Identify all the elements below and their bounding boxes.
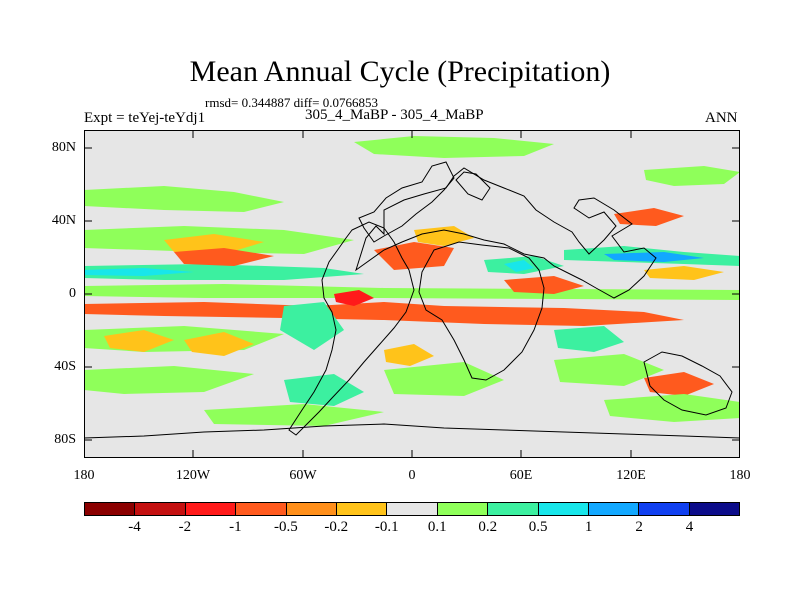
lon-label-180e: 180 <box>729 468 751 483</box>
colorbar-label: -0.2 <box>324 519 349 535</box>
contour-strong-positive-1 <box>84 268 194 276</box>
contour-weak-positive-10 <box>554 354 664 386</box>
season-label: ANN <box>705 110 738 126</box>
contour-weak-negative-1 <box>164 234 264 254</box>
colorbar-label: 2 <box>635 519 643 535</box>
contour-strong-positive-2 <box>504 260 534 272</box>
contour-negative-5 <box>614 208 684 226</box>
contour-fills <box>84 136 740 426</box>
stats-text: rmsd= 0.344887 diff= 0.0766853 <box>205 95 378 110</box>
precipitation-difference-map <box>84 130 740 458</box>
colorbar-label: 0.5 <box>528 519 548 535</box>
colorbar-swatch-6 <box>336 503 388 515</box>
colorbar-swatch-1 <box>85 503 136 515</box>
colorbar-swatch-2 <box>135 503 186 515</box>
colorbar-swatch-7 <box>387 503 438 515</box>
coastline-outline <box>84 161 740 458</box>
colorbar-label: 0.2 <box>478 519 498 535</box>
contour-negative-4 <box>504 276 584 294</box>
contour-weak-positive-8 <box>204 404 384 426</box>
contour-weak-negative-4 <box>104 330 174 352</box>
contour-weak-negative-5 <box>184 332 254 356</box>
contour-strong-negative-1 <box>334 290 374 306</box>
contour-positive-5 <box>284 374 364 406</box>
plot-title: Mean Annual Cycle (Precipitation) <box>189 55 611 88</box>
contour-very-strong-positive-2 <box>604 252 704 262</box>
contour-positive-6 <box>554 326 624 352</box>
colorbar-swatch-12 <box>639 503 690 515</box>
colorbar-swatch-5 <box>286 503 337 515</box>
contour-weak-positive-9 <box>384 362 504 396</box>
colorbar-swatch-11 <box>588 503 640 515</box>
contour-positive-1 <box>84 264 364 280</box>
contour-negative-2 <box>174 248 274 266</box>
contour-weak-positive-4 <box>84 284 740 300</box>
difference-label: 305_4_MaBP - 305_4_MaBP <box>305 107 484 123</box>
lon-label-60w: 60W <box>289 468 317 483</box>
lon-label-180w: 180 <box>73 468 95 483</box>
lat-label-40n: 40N <box>51 213 76 228</box>
colorbar-swatch-13 <box>689 503 740 515</box>
lat-label-80n: 80N <box>51 140 76 155</box>
lon-label-120w: 120W <box>175 468 211 483</box>
colorbar-swatch-10 <box>538 503 589 515</box>
lat-label-80s: 80S <box>54 432 76 447</box>
colorbar-swatch-3 <box>185 503 237 515</box>
colorbar-label: 4 <box>685 519 694 535</box>
contour-weak-positive-5 <box>644 166 740 186</box>
colorbar <box>84 502 740 516</box>
map-ticks <box>84 130 740 458</box>
contour-weak-negative-3 <box>644 266 724 280</box>
experiment-label: Expt = teYej-teYdj1 <box>84 110 206 126</box>
contour-negative-1 <box>84 302 684 326</box>
colorbar-swatch-9 <box>488 503 539 515</box>
lon-label-120e: 120E <box>616 468 646 483</box>
contour-negative-3 <box>374 242 454 270</box>
lon-label-60e: 60E <box>509 468 533 483</box>
colorbar-label: 1 <box>584 519 593 535</box>
colorbar-label: -2 <box>178 519 192 535</box>
contour-weak-positive-7 <box>84 366 254 394</box>
colorbar-swatch-8 <box>437 503 489 515</box>
colorbar-swatch-4 <box>236 503 287 515</box>
contour-positive-2 <box>280 302 344 350</box>
contour-weak-positive-2 <box>84 186 284 212</box>
contour-negative-6 <box>644 372 714 396</box>
lon-label-0: 0 <box>408 468 416 483</box>
colorbar-label: -0.1 <box>374 519 399 535</box>
colorbar-label: -1 <box>229 519 242 535</box>
lat-label-0: 0 <box>69 286 76 301</box>
contour-weak-negative-6 <box>384 344 434 366</box>
contour-weak-positive-1 <box>354 136 554 158</box>
colorbar-label: -0.5 <box>273 519 298 535</box>
lat-label-40s: 40S <box>54 359 76 374</box>
colorbar-label: 0.1 <box>427 519 447 535</box>
colorbar-label: -4 <box>128 519 141 535</box>
contour-weak-negative-2 <box>414 226 474 246</box>
